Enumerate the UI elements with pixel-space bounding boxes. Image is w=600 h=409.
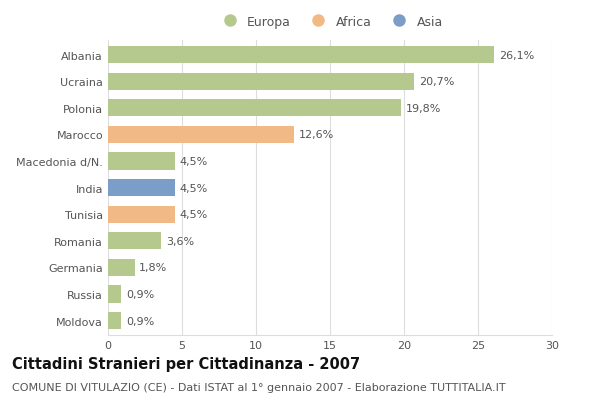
Bar — [108, 47, 494, 64]
Bar — [108, 233, 161, 250]
Bar — [108, 312, 121, 329]
Text: 12,6%: 12,6% — [299, 130, 334, 140]
Text: 0,9%: 0,9% — [126, 316, 154, 326]
Bar — [108, 206, 175, 223]
Bar — [108, 285, 121, 303]
Text: Cittadini Stranieri per Cittadinanza - 2007: Cittadini Stranieri per Cittadinanza - 2… — [12, 356, 360, 371]
Bar — [108, 73, 415, 91]
Text: 4,5%: 4,5% — [179, 210, 207, 220]
Text: 1,8%: 1,8% — [139, 263, 167, 273]
Text: 20,7%: 20,7% — [419, 77, 454, 87]
Text: 19,8%: 19,8% — [406, 103, 441, 114]
Text: 4,5%: 4,5% — [179, 157, 207, 166]
Bar — [108, 180, 175, 197]
Text: 26,1%: 26,1% — [499, 50, 534, 61]
Bar — [108, 100, 401, 117]
Bar — [108, 126, 295, 144]
Text: 4,5%: 4,5% — [179, 183, 207, 193]
Text: 3,6%: 3,6% — [166, 236, 194, 246]
Legend: Europa, Africa, Asia: Europa, Africa, Asia — [217, 16, 443, 29]
Bar — [108, 153, 175, 170]
Bar — [108, 259, 134, 276]
Text: COMUNE DI VITULAZIO (CE) - Dati ISTAT al 1° gennaio 2007 - Elaborazione TUTTITAL: COMUNE DI VITULAZIO (CE) - Dati ISTAT al… — [12, 382, 506, 392]
Text: 0,9%: 0,9% — [126, 289, 154, 299]
